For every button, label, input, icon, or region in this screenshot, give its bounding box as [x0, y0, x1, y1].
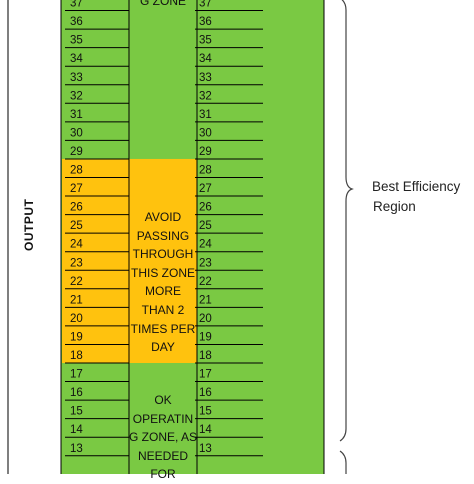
level-label-right: 17 — [199, 369, 212, 381]
avoid-zone-line: THIS ZONE — [130, 265, 195, 280]
ok-zone-line: OK — [154, 393, 172, 407]
level-label-right: 16 — [199, 387, 212, 399]
level-label-left: 15 — [70, 406, 83, 418]
level-label-left: 18 — [70, 350, 83, 362]
level-label-left: 20 — [70, 313, 83, 325]
level-label-left: 24 — [70, 239, 83, 251]
zone-diagram: 37 37 36 36 35 35 34 34 33 33 32 32 31 31 30 30 29 29 28 28… — [7, 0, 354, 474]
level-label-right: 18 — [199, 350, 212, 362]
level-label-right: 14 — [199, 424, 212, 436]
ok-zone-text: OK OPERATIN G ZONE, AS NEEDED FOR — [129, 391, 197, 484]
avoid-zone-line: THAN 2 — [141, 302, 185, 317]
ok-zone-line: G ZONE, AS — [129, 430, 198, 445]
level-label-left: 23 — [70, 257, 83, 269]
level-label-right: 37 — [199, 0, 212, 10]
level-label-right: 21 — [199, 294, 212, 306]
level-label-right: 28 — [199, 165, 212, 177]
avoid-zone-text: AVOID PASSING THROUGH THIS ZONE MORE THA… — [129, 208, 197, 357]
level-label-right: 13 — [199, 443, 212, 455]
level-label-left: 21 — [70, 294, 83, 306]
level-label-left: 14 — [70, 424, 83, 436]
avoid-zone-line: THROUGH — [132, 247, 194, 262]
ok-zone-line: NEEDED — [137, 448, 188, 463]
avoid-zone-line: TIMES PER — [130, 321, 196, 336]
level-label-right: 32 — [199, 90, 212, 102]
level-label-right: 24 — [199, 239, 212, 251]
avoid-zone-line: DAY — [151, 340, 175, 355]
level-label-left: 28 — [70, 165, 83, 177]
level-label-left: 37 — [70, 0, 83, 10]
level-label-right: 22 — [199, 276, 212, 288]
level-label-left: 25 — [70, 220, 83, 232]
level-label-right: 33 — [199, 72, 212, 84]
level-label-left: 29 — [70, 146, 83, 158]
level-label-right: 19 — [199, 331, 212, 343]
best-efficiency-brace — [339, 0, 354, 442]
level-label-right: 20 — [199, 313, 212, 325]
upper-zone-line: G ZONE — [139, 0, 186, 8]
level-label-left: 26 — [70, 202, 83, 214]
level-label-left: 35 — [70, 35, 83, 47]
level-label-right: 34 — [199, 53, 212, 65]
level-label-left: 31 — [70, 109, 83, 121]
lower-region-brace — [339, 450, 347, 474]
best-efficiency-line1: Best Efficiency — [372, 179, 461, 194]
level-label-right: 31 — [199, 109, 212, 121]
output-axis-label: OUTPUT — [22, 198, 36, 251]
level-label-right: 36 — [199, 16, 212, 28]
level-label-left: 17 — [70, 369, 83, 381]
level-label-right: 30 — [199, 127, 212, 139]
level-label-left: 36 — [70, 16, 83, 28]
ok-zone-line: FOR — [150, 467, 176, 482]
level-label-left: 34 — [70, 53, 83, 65]
level-label-left: 33 — [70, 72, 83, 84]
level-label-left: 32 — [70, 90, 83, 102]
level-label-left: 13 — [70, 443, 83, 455]
avoid-zone-line: PASSING — [136, 228, 190, 243]
level-label-left: 22 — [70, 276, 83, 288]
level-label-left: 30 — [70, 127, 83, 139]
level-label-right: 35 — [199, 35, 212, 47]
level-label-right: 26 — [199, 202, 212, 214]
level-label-right: 25 — [199, 220, 212, 232]
level-label-left: 19 — [70, 331, 83, 343]
level-label-left: 27 — [70, 183, 83, 195]
level-label-right: 15 — [199, 406, 212, 418]
level-label-right: 23 — [199, 257, 212, 269]
avoid-zone-line: AVOID — [144, 210, 182, 224]
avoid-zone-line: MORE — [145, 284, 181, 299]
ok-zone-line: OPERATIN — [132, 411, 194, 426]
level-label-right: 27 — [199, 183, 212, 195]
level-label-right: 29 — [199, 146, 212, 158]
upper-zone-text: G ZONE — [132, 0, 194, 11]
level-label-left: 16 — [70, 387, 83, 399]
best-efficiency-label: Best Efficiency Region — [372, 177, 460, 217]
best-efficiency-line2: Region — [373, 199, 416, 214]
